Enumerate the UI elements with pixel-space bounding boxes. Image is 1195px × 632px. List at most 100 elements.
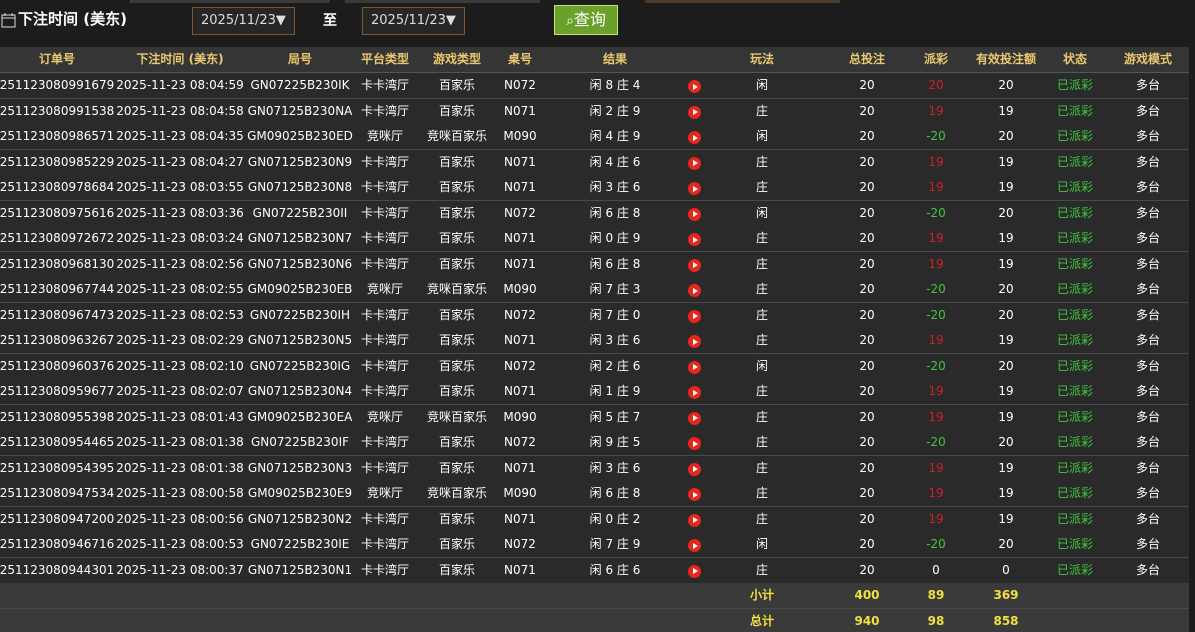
video-icon[interactable] xyxy=(688,411,701,425)
video-icon[interactable] xyxy=(688,105,701,119)
video-icon[interactable] xyxy=(688,284,701,297)
table-header: 订单号 下注时间 (美东) 局号 平台类型 游戏类型 桌号 结果 玩法 总投注 派彩 有效投注额 状态… xyxy=(0,47,1189,73)
table-cell: 卡卡湾厅 xyxy=(360,256,410,271)
table-cell: 多台 xyxy=(1135,231,1161,245)
table-cell: N072 xyxy=(504,205,536,220)
table-cell: 卡卡湾厅 xyxy=(360,537,410,551)
table-cell: 百家乐 xyxy=(438,435,476,449)
column-header: 局号 xyxy=(287,52,313,66)
table-cell: M090 xyxy=(503,409,537,424)
total-value: 98 xyxy=(927,613,945,628)
table-row: 251123080968130 2025-11-23 08:02:56 GN0712… xyxy=(0,251,1189,278)
play-triangle xyxy=(693,568,698,574)
video-icon[interactable] xyxy=(688,564,701,578)
table-cell: 251123080967744 xyxy=(0,282,115,296)
table-cell: 2025-11-23 08:03:55 xyxy=(116,180,244,194)
table-cell: 251123080955398 xyxy=(0,409,115,424)
table-cell: 百家乐 xyxy=(438,256,476,271)
table-cell: 百家乐 xyxy=(438,384,476,398)
table-cell: -20 xyxy=(926,537,946,551)
video-icon[interactable] xyxy=(688,233,701,246)
table-cell: 20 xyxy=(859,205,875,220)
table-cell: 251123080967473 xyxy=(0,307,115,322)
video-icon[interactable] xyxy=(688,437,701,450)
table-cell: 竞咪百家乐 xyxy=(426,409,488,424)
table-cell: 20 xyxy=(859,129,875,143)
video-icon[interactable] xyxy=(688,386,701,399)
table-cell: GN07125B230N6 xyxy=(247,256,353,271)
table-cell: 多台 xyxy=(1135,78,1161,92)
play-triangle xyxy=(693,389,698,396)
video-icon[interactable] xyxy=(688,488,701,501)
table-cell: 19 xyxy=(998,180,1014,194)
table-cell: 2025-11-23 08:03:24 xyxy=(116,231,244,245)
table-cell: 庄 xyxy=(755,460,769,475)
play-triangle xyxy=(693,364,698,370)
table-cell: 闲 6 庄 8 xyxy=(589,205,641,220)
video-icon[interactable] xyxy=(688,462,701,476)
table-cell: 2025-11-23 08:03:36 xyxy=(116,205,244,220)
table-cell: 19 xyxy=(928,409,944,424)
table-cell: 庄 xyxy=(755,282,769,296)
video-icon[interactable] xyxy=(688,539,701,552)
table-cell: 多台 xyxy=(1135,154,1161,169)
table-cell: GN07225B230IK xyxy=(250,78,350,92)
video-icon[interactable] xyxy=(688,80,701,93)
video-icon[interactable] xyxy=(688,335,701,348)
table-cell: 19 xyxy=(928,384,944,398)
table-cell: 2025-11-23 08:02:29 xyxy=(116,333,244,347)
table-cell: GN07125B230N3 xyxy=(247,460,353,475)
video-icon[interactable] xyxy=(688,182,701,195)
video-icon[interactable] xyxy=(688,513,701,527)
play-triangle xyxy=(693,287,698,294)
table-cell: GM09025B230EA xyxy=(247,409,353,424)
table-cell: 卡卡湾厅 xyxy=(360,103,410,118)
calendar-icon xyxy=(1,13,16,28)
video-icon[interactable] xyxy=(688,258,701,272)
table-cell: 闲 4 庄 6 xyxy=(589,154,641,169)
table-cell: 已派彩 xyxy=(1056,358,1094,373)
table-cell: 20 xyxy=(859,256,875,271)
table-cell: 多台 xyxy=(1135,409,1161,424)
table-cell: -20 xyxy=(926,129,946,143)
table-cell: 19 xyxy=(998,486,1014,500)
play-triangle xyxy=(693,83,698,90)
table-cell: 251123080963267 xyxy=(0,333,115,347)
table-cell: 多台 xyxy=(1135,537,1161,551)
video-icon[interactable] xyxy=(688,131,701,144)
query-button[interactable]: ⌕查询 xyxy=(554,5,618,35)
table-cell: -20 xyxy=(926,358,946,373)
table-cell: 已派彩 xyxy=(1056,282,1094,296)
table-cell: 20 xyxy=(998,282,1014,296)
date-from[interactable]: 2025/11/23▼ xyxy=(192,7,295,35)
input-edge xyxy=(645,0,840,3)
video-icon[interactable] xyxy=(688,156,701,170)
column-header: 桌号 xyxy=(507,52,533,66)
table-cell: 20 xyxy=(998,435,1014,449)
table-row: 251123080947534 2025-11-23 08:00:58 GM0902… xyxy=(0,481,1189,507)
column-header: 玩法 xyxy=(749,52,775,66)
table-cell: -20 xyxy=(926,205,946,220)
table-cell: 庄 xyxy=(755,409,769,424)
video-icon[interactable] xyxy=(688,360,701,374)
table-cell: 2025-11-23 08:00:37 xyxy=(116,562,244,577)
date-to[interactable]: 2025/11/23▼ xyxy=(362,7,465,35)
table-cell: N072 xyxy=(504,435,536,449)
table-cell: GN07125B230N1 xyxy=(247,562,353,577)
play-triangle xyxy=(693,211,698,217)
table-cell: 卡卡湾厅 xyxy=(360,384,410,398)
table-cell: -20 xyxy=(926,435,946,449)
table-cell: 2025-11-23 08:00:53 xyxy=(116,537,244,551)
total-row: 总计 940 98 858 xyxy=(0,608,1189,632)
table-cell: 2025-11-23 08:04:59 xyxy=(116,78,244,92)
table-cell: 20 xyxy=(998,358,1014,373)
table-cell: 251123080960376 xyxy=(0,358,115,373)
table-cell: 卡卡湾厅 xyxy=(360,180,410,194)
table-row: 251123080946716 2025-11-23 08:00:53 GN0722… xyxy=(0,532,1189,558)
video-icon[interactable] xyxy=(688,207,701,221)
table-row: 251123080991679 2025-11-23 08:04:59 GN0722… xyxy=(0,73,1189,99)
table-cell: 已派彩 xyxy=(1056,307,1094,322)
table-cell: 卡卡湾厅 xyxy=(360,333,410,347)
table-cell: 20 xyxy=(859,154,875,169)
video-icon[interactable] xyxy=(688,309,701,323)
